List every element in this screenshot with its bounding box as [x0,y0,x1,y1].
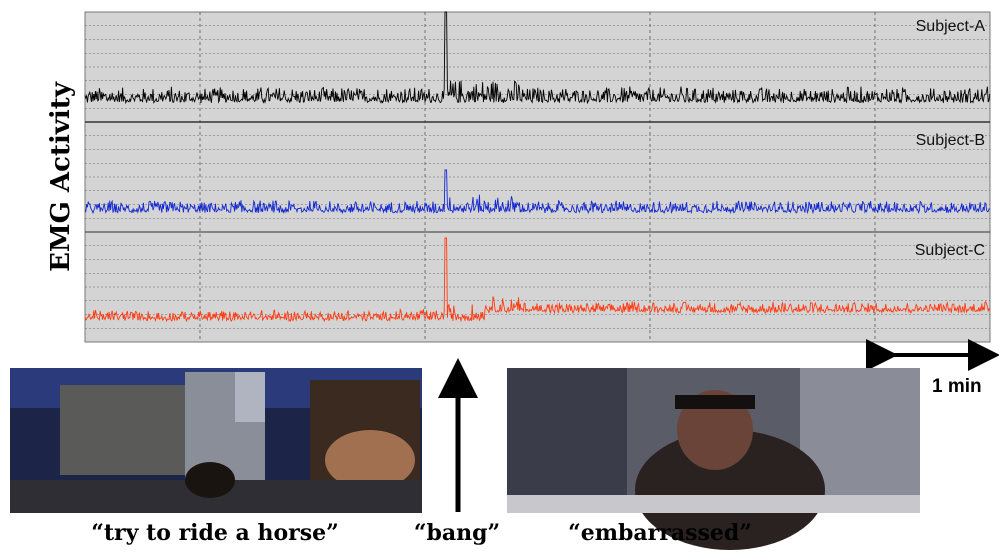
scale-label: 1 min [932,376,982,397]
subject-label: Subject-B [916,132,985,149]
movie-still-left [10,368,422,513]
y-axis-label: EMG Activity [46,81,76,272]
subject-label: Subject-C [915,242,985,259]
caption: “try to ride a horse” [91,520,339,546]
figure: EMG Activity Subject-A Subject-B Subject… [0,0,999,553]
subject-label: Subject-A [916,18,986,35]
caption: “bang” [414,520,500,546]
caption: “embarrassed” [568,520,752,546]
